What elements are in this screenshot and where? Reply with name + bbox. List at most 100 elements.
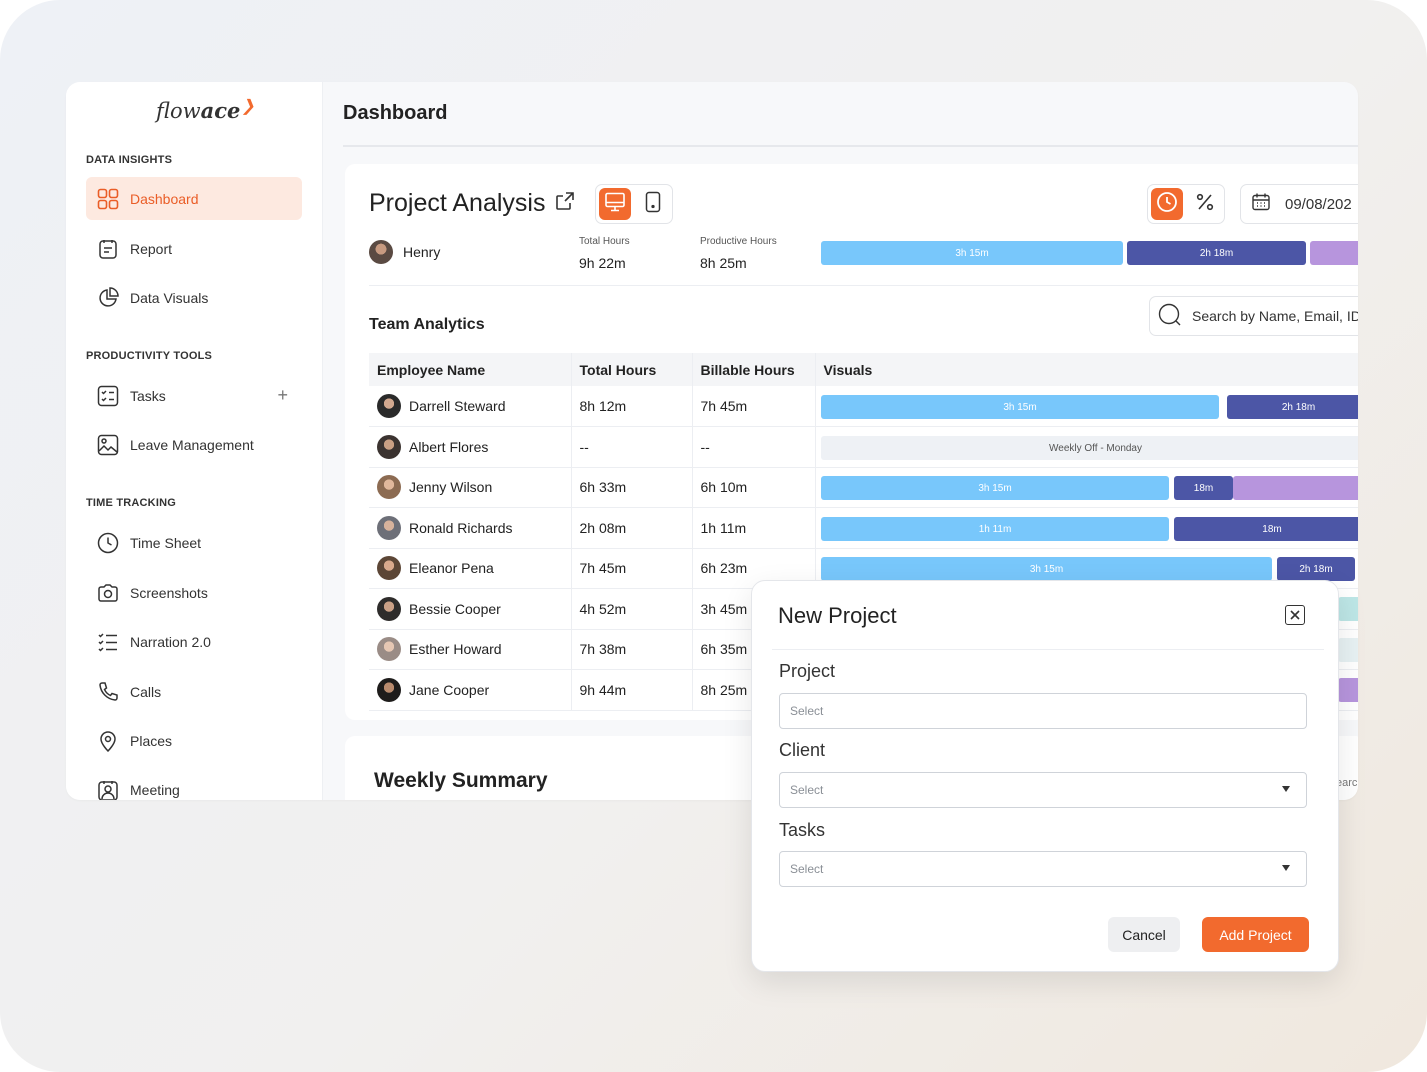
sidebar-item-calls[interactable]: Calls [86,670,302,713]
total-hours-cell: 8h 12m [570,386,692,427]
search-icon [1158,303,1182,330]
external-link-icon[interactable] [555,189,575,218]
column-header[interactable]: Employee Name [369,353,571,386]
sidebar-item-places[interactable]: Places [86,719,302,762]
title-divider [343,145,1358,147]
section-title-productivity-tools: PRODUCTIVITY TOOLS [86,350,213,362]
desktop-view-button[interactable] [599,188,631,220]
employee-name: Eleanor Pena [409,560,494,577]
visual-bar: 18m [1174,517,1358,541]
column-header[interactable]: Billable Hours [691,353,815,386]
project-field-label: Project [779,661,836,681]
user-name: Henry [403,244,441,260]
add-project-button[interactable]: Add Project [1202,917,1309,952]
section-title-time-tracking: TIME TRACKING [86,497,176,509]
report-icon [96,237,120,261]
mobile-view-button[interactable] [637,188,669,220]
avatar [377,596,401,621]
sidebar-item-time-sheet[interactable]: Time Sheet [86,521,302,564]
page-title: Dashboard [343,102,448,124]
sidebar-item-narration[interactable]: Narration 2.0 [86,620,302,663]
sidebar-item-screenshots[interactable]: Screenshots [86,571,302,614]
sidebar-item-leave-management[interactable]: Leave Management [86,423,302,466]
logo-mark: ❯ [241,96,255,115]
client-select[interactable]: Select [779,772,1307,808]
visual-bar [1338,597,1358,621]
total-hours-cell: 9h 44m [570,669,692,711]
mobile-icon [644,191,662,218]
sidebar-item-tasks[interactable]: Tasks + [86,374,302,417]
total-hours-cell: 2h 08m [570,507,692,549]
employee-name: Ronald Richards [409,519,513,536]
team-search-input[interactable]: Search by Name, Email, ID [1149,296,1358,336]
clock-icon [1156,191,1178,218]
select-placeholder: Select [790,783,824,797]
visual-bar: 18m [1174,476,1233,500]
sidebar-item-label: Screenshots [130,584,208,601]
close-icon [1290,608,1300,623]
employee-name: Jenny Wilson [409,479,493,496]
tasks-select[interactable]: Select [779,851,1307,887]
date-picker[interactable]: 09/08/202 [1240,184,1358,224]
visual-bar: 3h 15m [821,557,1272,581]
map-pin-icon [96,729,120,753]
visual-bar: 2h 18m [1227,395,1358,419]
column-header[interactable]: Total Hours [570,353,692,386]
sidebar-item-meeting[interactable]: Meeting [86,768,302,800]
visual-bar: 2 [1233,476,1358,500]
image-icon [96,433,120,457]
clock-icon [96,531,120,555]
employee-name: Esther Howard [409,641,502,658]
project-analysis-header: Project Analysis [369,189,575,218]
sidebar-item-data-visuals[interactable]: Data Visuals [86,276,302,319]
user-summary: Henry [369,240,440,264]
sidebar-item-label: Dashboard [130,190,199,207]
pie-chart-icon [96,286,120,310]
chevron-down-icon [1282,865,1290,871]
sidebar-item-label: Time Sheet [130,534,202,551]
avatar [377,475,401,500]
avatar [377,556,401,581]
weekly-summary-title: Weekly Summary [374,769,548,792]
visual-bar [1338,638,1358,662]
time-metric-button[interactable] [1151,188,1183,220]
visual-bar: 3h 15m [821,395,1219,419]
percent-icon [1195,192,1215,217]
productive-hours-label: Productive Hours [700,236,777,247]
new-project-modal: New Project Project Select Client Select… [751,580,1339,972]
list-check-icon [96,630,120,654]
billable-hours-cell: -- [691,426,815,468]
client-field-label: Client [779,740,826,760]
productive-hours-value: 8h 25m [700,255,747,271]
project-analysis-title: Project Analysis [369,189,546,217]
close-button[interactable] [1285,605,1305,625]
total-hours-cell: 7h 45m [570,548,692,589]
total-hours-cell: 4h 52m [570,588,692,630]
logo-text-bold: ace [200,98,241,123]
employee-name: Jane Cooper [409,681,490,698]
monitor-icon [604,191,626,218]
sidebar-item-label: Leave Management [130,436,254,453]
sidebar-item-report[interactable]: Report [86,227,302,270]
sidebar-item-dashboard[interactable]: Dashboard [86,177,302,220]
total-hours-cell: -- [570,426,692,468]
sidebar-item-label: Data Visuals [130,289,209,306]
sidebar-item-label: Tasks [130,387,166,404]
grid-icon [96,187,120,211]
modal-title: New Project [778,603,897,628]
percent-metric-button[interactable] [1189,188,1221,220]
search-peek-text: earc [1336,777,1358,789]
sidebar-item-label: Narration 2.0 [130,633,211,650]
add-task-button[interactable]: + [277,385,288,405]
table-row[interactable]: Jenny Wilson 6h 33m 6h 10m [369,467,1358,508]
visual-bar [1338,678,1358,702]
sidebar-item-label: Meeting [130,781,180,798]
project-select[interactable]: Select [779,693,1307,729]
visual-bar: 3h 15m [821,476,1169,500]
divider [369,285,1358,286]
camera-icon [96,581,120,605]
avatar [377,434,401,459]
billable-hours-cell: 1h 11m [691,507,815,549]
cancel-button[interactable]: Cancel [1108,917,1180,952]
checklist-icon [96,384,120,408]
